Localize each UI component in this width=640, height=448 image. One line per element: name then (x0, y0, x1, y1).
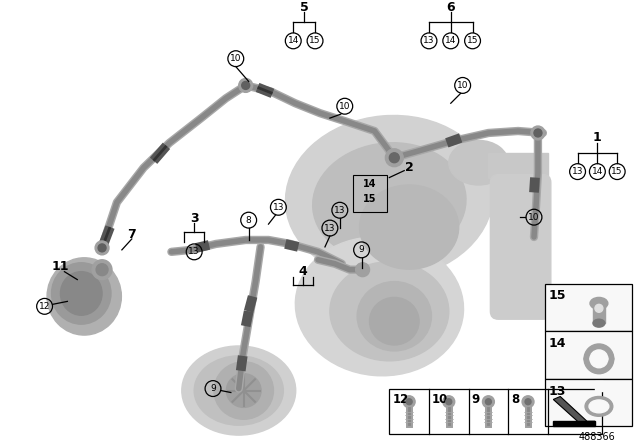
Ellipse shape (194, 356, 284, 425)
Text: 12: 12 (392, 392, 408, 405)
Text: 6: 6 (447, 0, 455, 13)
Text: 13: 13 (549, 384, 566, 397)
Ellipse shape (330, 262, 449, 361)
FancyBboxPatch shape (490, 175, 551, 319)
Ellipse shape (584, 354, 614, 364)
Text: 5: 5 (300, 0, 308, 13)
Circle shape (96, 264, 108, 276)
Ellipse shape (357, 282, 431, 351)
Text: 12: 12 (39, 302, 51, 311)
Bar (545, 331, 632, 379)
Ellipse shape (313, 143, 466, 262)
Text: 488366: 488366 (579, 432, 615, 442)
Circle shape (242, 82, 250, 90)
Ellipse shape (214, 362, 273, 419)
Ellipse shape (47, 258, 122, 335)
Text: 14: 14 (364, 180, 377, 190)
Text: 15: 15 (611, 167, 623, 176)
Ellipse shape (295, 237, 463, 376)
Text: 4: 4 (299, 265, 308, 278)
Bar (593, 303, 605, 323)
Text: 13: 13 (423, 36, 435, 45)
Bar (554, 421, 595, 426)
Ellipse shape (585, 396, 612, 416)
Text: 13: 13 (324, 224, 335, 233)
Bar (389, 388, 602, 434)
Circle shape (485, 399, 492, 405)
Bar (353, 175, 387, 212)
Ellipse shape (52, 263, 111, 324)
Text: 13: 13 (188, 247, 200, 256)
Circle shape (403, 396, 415, 408)
Circle shape (98, 244, 106, 252)
Text: 15: 15 (549, 289, 566, 302)
Circle shape (534, 129, 542, 137)
Circle shape (590, 350, 608, 368)
Circle shape (95, 241, 109, 255)
Text: 8: 8 (511, 392, 520, 405)
Text: 9: 9 (359, 246, 365, 254)
Bar (545, 379, 632, 426)
Ellipse shape (227, 374, 261, 407)
Circle shape (389, 153, 399, 163)
Circle shape (531, 126, 545, 140)
Text: 14: 14 (287, 36, 299, 45)
Ellipse shape (369, 297, 419, 345)
Bar (595, 381, 603, 391)
Text: 10: 10 (339, 102, 351, 111)
Text: 8: 8 (246, 215, 252, 224)
Circle shape (584, 344, 614, 374)
Polygon shape (554, 396, 595, 426)
Text: 13: 13 (334, 206, 346, 215)
Circle shape (595, 304, 603, 312)
Ellipse shape (590, 297, 608, 309)
Text: 10: 10 (432, 392, 448, 405)
Ellipse shape (590, 356, 608, 362)
Ellipse shape (285, 116, 493, 279)
Text: 13: 13 (273, 203, 284, 212)
Text: 14: 14 (592, 167, 603, 176)
Ellipse shape (589, 400, 609, 413)
Text: 9: 9 (472, 392, 480, 405)
Text: 13: 13 (572, 167, 583, 176)
Text: 10: 10 (457, 81, 468, 90)
Text: 1: 1 (593, 131, 602, 144)
Circle shape (92, 260, 112, 280)
Text: 2: 2 (404, 161, 413, 174)
Text: 10: 10 (230, 54, 241, 63)
Text: 14: 14 (549, 337, 566, 350)
Circle shape (443, 396, 455, 408)
Circle shape (522, 396, 534, 408)
Text: 9: 9 (210, 384, 216, 393)
Circle shape (385, 149, 403, 167)
Circle shape (356, 263, 369, 276)
Ellipse shape (360, 185, 459, 269)
Circle shape (446, 399, 452, 405)
Circle shape (406, 399, 412, 405)
Bar (545, 284, 632, 331)
Ellipse shape (593, 319, 605, 327)
Text: 10: 10 (528, 213, 540, 222)
Ellipse shape (60, 271, 102, 315)
Circle shape (483, 396, 494, 408)
Text: 15: 15 (467, 36, 478, 45)
Ellipse shape (182, 346, 296, 435)
Circle shape (525, 399, 531, 405)
Circle shape (387, 151, 400, 165)
Text: 15: 15 (364, 194, 377, 204)
Text: 3: 3 (190, 211, 198, 224)
Ellipse shape (449, 140, 508, 185)
Circle shape (389, 154, 397, 162)
Bar (488, 153, 548, 177)
Circle shape (239, 78, 253, 92)
Text: 15: 15 (309, 36, 321, 45)
Text: 7: 7 (127, 228, 136, 241)
Text: 11: 11 (52, 260, 69, 273)
Text: 14: 14 (445, 36, 456, 45)
